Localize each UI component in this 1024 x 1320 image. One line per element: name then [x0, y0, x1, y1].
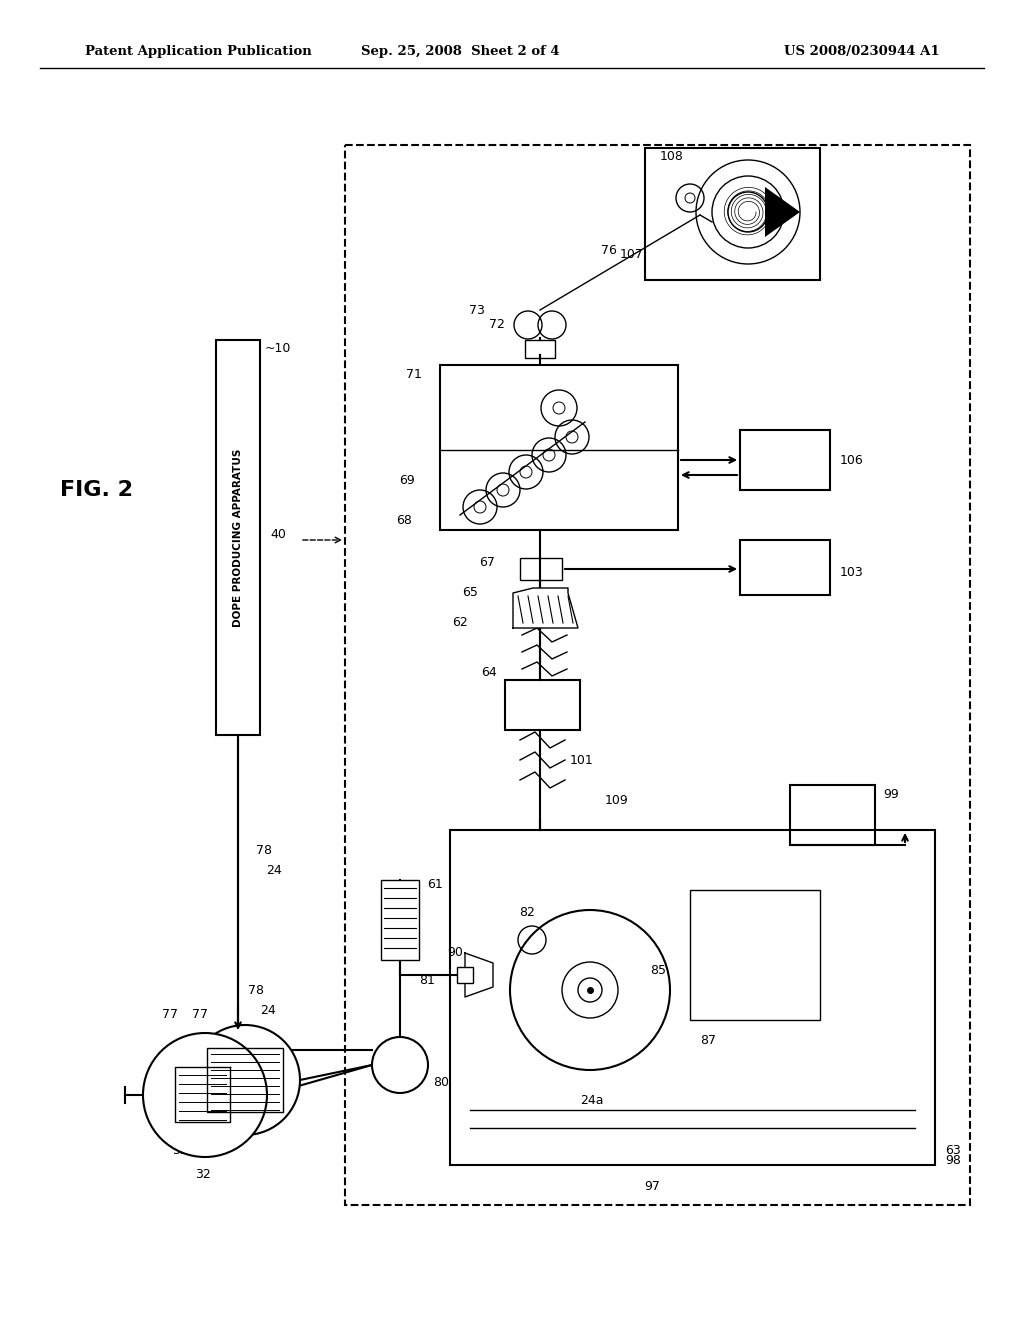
Text: 62: 62: [453, 616, 468, 630]
Bar: [525, 341, 555, 358]
Bar: [740, 430, 830, 490]
Text: 90: 90: [447, 946, 463, 960]
Text: 72: 72: [489, 318, 505, 331]
Text: 85: 85: [650, 964, 666, 977]
Text: 82: 82: [519, 906, 535, 919]
Bar: [645, 148, 820, 280]
Text: 32: 32: [172, 1143, 187, 1156]
Text: 63: 63: [945, 1143, 961, 1156]
Text: 65: 65: [462, 586, 478, 599]
Text: 77: 77: [162, 1008, 178, 1022]
Bar: [450, 830, 935, 1166]
Text: FIG. 2: FIG. 2: [60, 480, 133, 500]
Circle shape: [372, 1038, 428, 1093]
Text: DOPE PRODUCING APPARATUS: DOPE PRODUCING APPARATUS: [233, 449, 243, 627]
Circle shape: [190, 1026, 300, 1135]
Circle shape: [143, 1034, 267, 1158]
Bar: [740, 540, 830, 595]
Text: 67: 67: [479, 557, 495, 569]
Bar: [790, 785, 874, 845]
Text: 77: 77: [193, 1008, 208, 1022]
Text: 76: 76: [601, 243, 617, 256]
Text: 73: 73: [469, 304, 485, 317]
Text: 98: 98: [945, 1154, 961, 1167]
Bar: [520, 558, 562, 579]
Text: ~10: ~10: [265, 342, 292, 355]
Text: 109: 109: [605, 793, 629, 807]
Text: Sep. 25, 2008  Sheet 2 of 4: Sep. 25, 2008 Sheet 2 of 4: [360, 45, 559, 58]
Bar: [216, 341, 260, 735]
Text: 78: 78: [256, 843, 272, 857]
Bar: [207, 1048, 283, 1111]
Text: 40: 40: [270, 528, 286, 541]
Text: 101: 101: [570, 754, 594, 767]
Text: 61: 61: [427, 879, 442, 891]
Bar: [690, 890, 820, 1020]
Text: 24: 24: [266, 863, 282, 876]
Text: 71: 71: [407, 368, 422, 381]
Text: 97: 97: [644, 1180, 659, 1193]
Text: 68: 68: [396, 513, 412, 527]
Bar: [440, 366, 678, 531]
Bar: [457, 968, 473, 983]
Text: US 2008/0230944 A1: US 2008/0230944 A1: [784, 45, 940, 58]
Text: 69: 69: [399, 474, 415, 487]
Bar: [381, 880, 419, 960]
Text: 99: 99: [883, 788, 899, 801]
Text: 78: 78: [248, 983, 264, 997]
Text: 107: 107: [620, 248, 644, 261]
Bar: [505, 680, 580, 730]
Text: 32: 32: [195, 1168, 211, 1181]
Text: 64: 64: [481, 665, 497, 678]
Text: 81: 81: [419, 974, 435, 986]
Text: 87: 87: [700, 1034, 716, 1047]
Polygon shape: [513, 587, 578, 628]
Text: Patent Application Publication: Patent Application Publication: [85, 45, 311, 58]
Text: 24a: 24a: [580, 1093, 603, 1106]
Text: 108: 108: [660, 149, 684, 162]
Text: 103: 103: [840, 565, 864, 578]
Text: 106: 106: [840, 454, 864, 466]
Polygon shape: [765, 187, 800, 238]
Text: 80: 80: [433, 1077, 449, 1089]
Text: 24: 24: [260, 1003, 275, 1016]
Polygon shape: [465, 953, 493, 997]
Bar: [345, 145, 970, 1205]
